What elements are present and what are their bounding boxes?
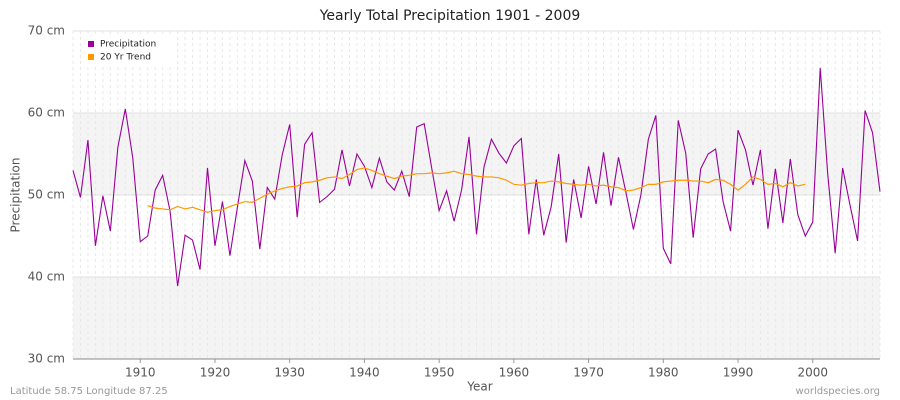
footer-left: Latitude 58.75 Longitude 87.25 bbox=[10, 386, 168, 397]
legend-swatch bbox=[88, 41, 94, 47]
legend: Precipitation 20 Yr Trend bbox=[81, 35, 173, 67]
legend-swatch bbox=[88, 54, 94, 60]
x-tick-label: 1910 bbox=[125, 366, 156, 380]
x-tick-label: 2000 bbox=[797, 366, 828, 380]
y-tick-label: 30 cm bbox=[28, 352, 65, 366]
x-tick-label: 1940 bbox=[349, 366, 380, 380]
y-tick-label: 50 cm bbox=[28, 188, 65, 202]
y-tick-label: 70 cm bbox=[28, 24, 65, 38]
legend-label: 20 Yr Trend bbox=[100, 53, 151, 63]
footer-right: worldspecies.org bbox=[796, 386, 880, 397]
x-tick-label: 1970 bbox=[573, 366, 604, 380]
x-tick-label: 1990 bbox=[723, 366, 754, 380]
y-tick-label: 60 cm bbox=[28, 106, 65, 120]
y-axis-title: Precipitation bbox=[9, 157, 23, 232]
x-tick-label: 1980 bbox=[648, 366, 679, 380]
y-tick-label: 40 cm bbox=[28, 270, 65, 284]
x-tick-label: 1950 bbox=[424, 366, 455, 380]
x-tick-label: 1960 bbox=[499, 366, 530, 380]
chart-title: Yearly Total Precipitation 1901 - 2009 bbox=[319, 8, 581, 24]
x-axis-title: Year bbox=[466, 380, 492, 394]
x-tick-label: 1930 bbox=[274, 366, 305, 380]
series-line bbox=[72, 67, 881, 287]
legend-box bbox=[81, 35, 173, 67]
legend-label: Precipitation bbox=[100, 40, 156, 50]
x-tick-label: 1920 bbox=[200, 366, 231, 380]
series-line bbox=[147, 167, 806, 213]
